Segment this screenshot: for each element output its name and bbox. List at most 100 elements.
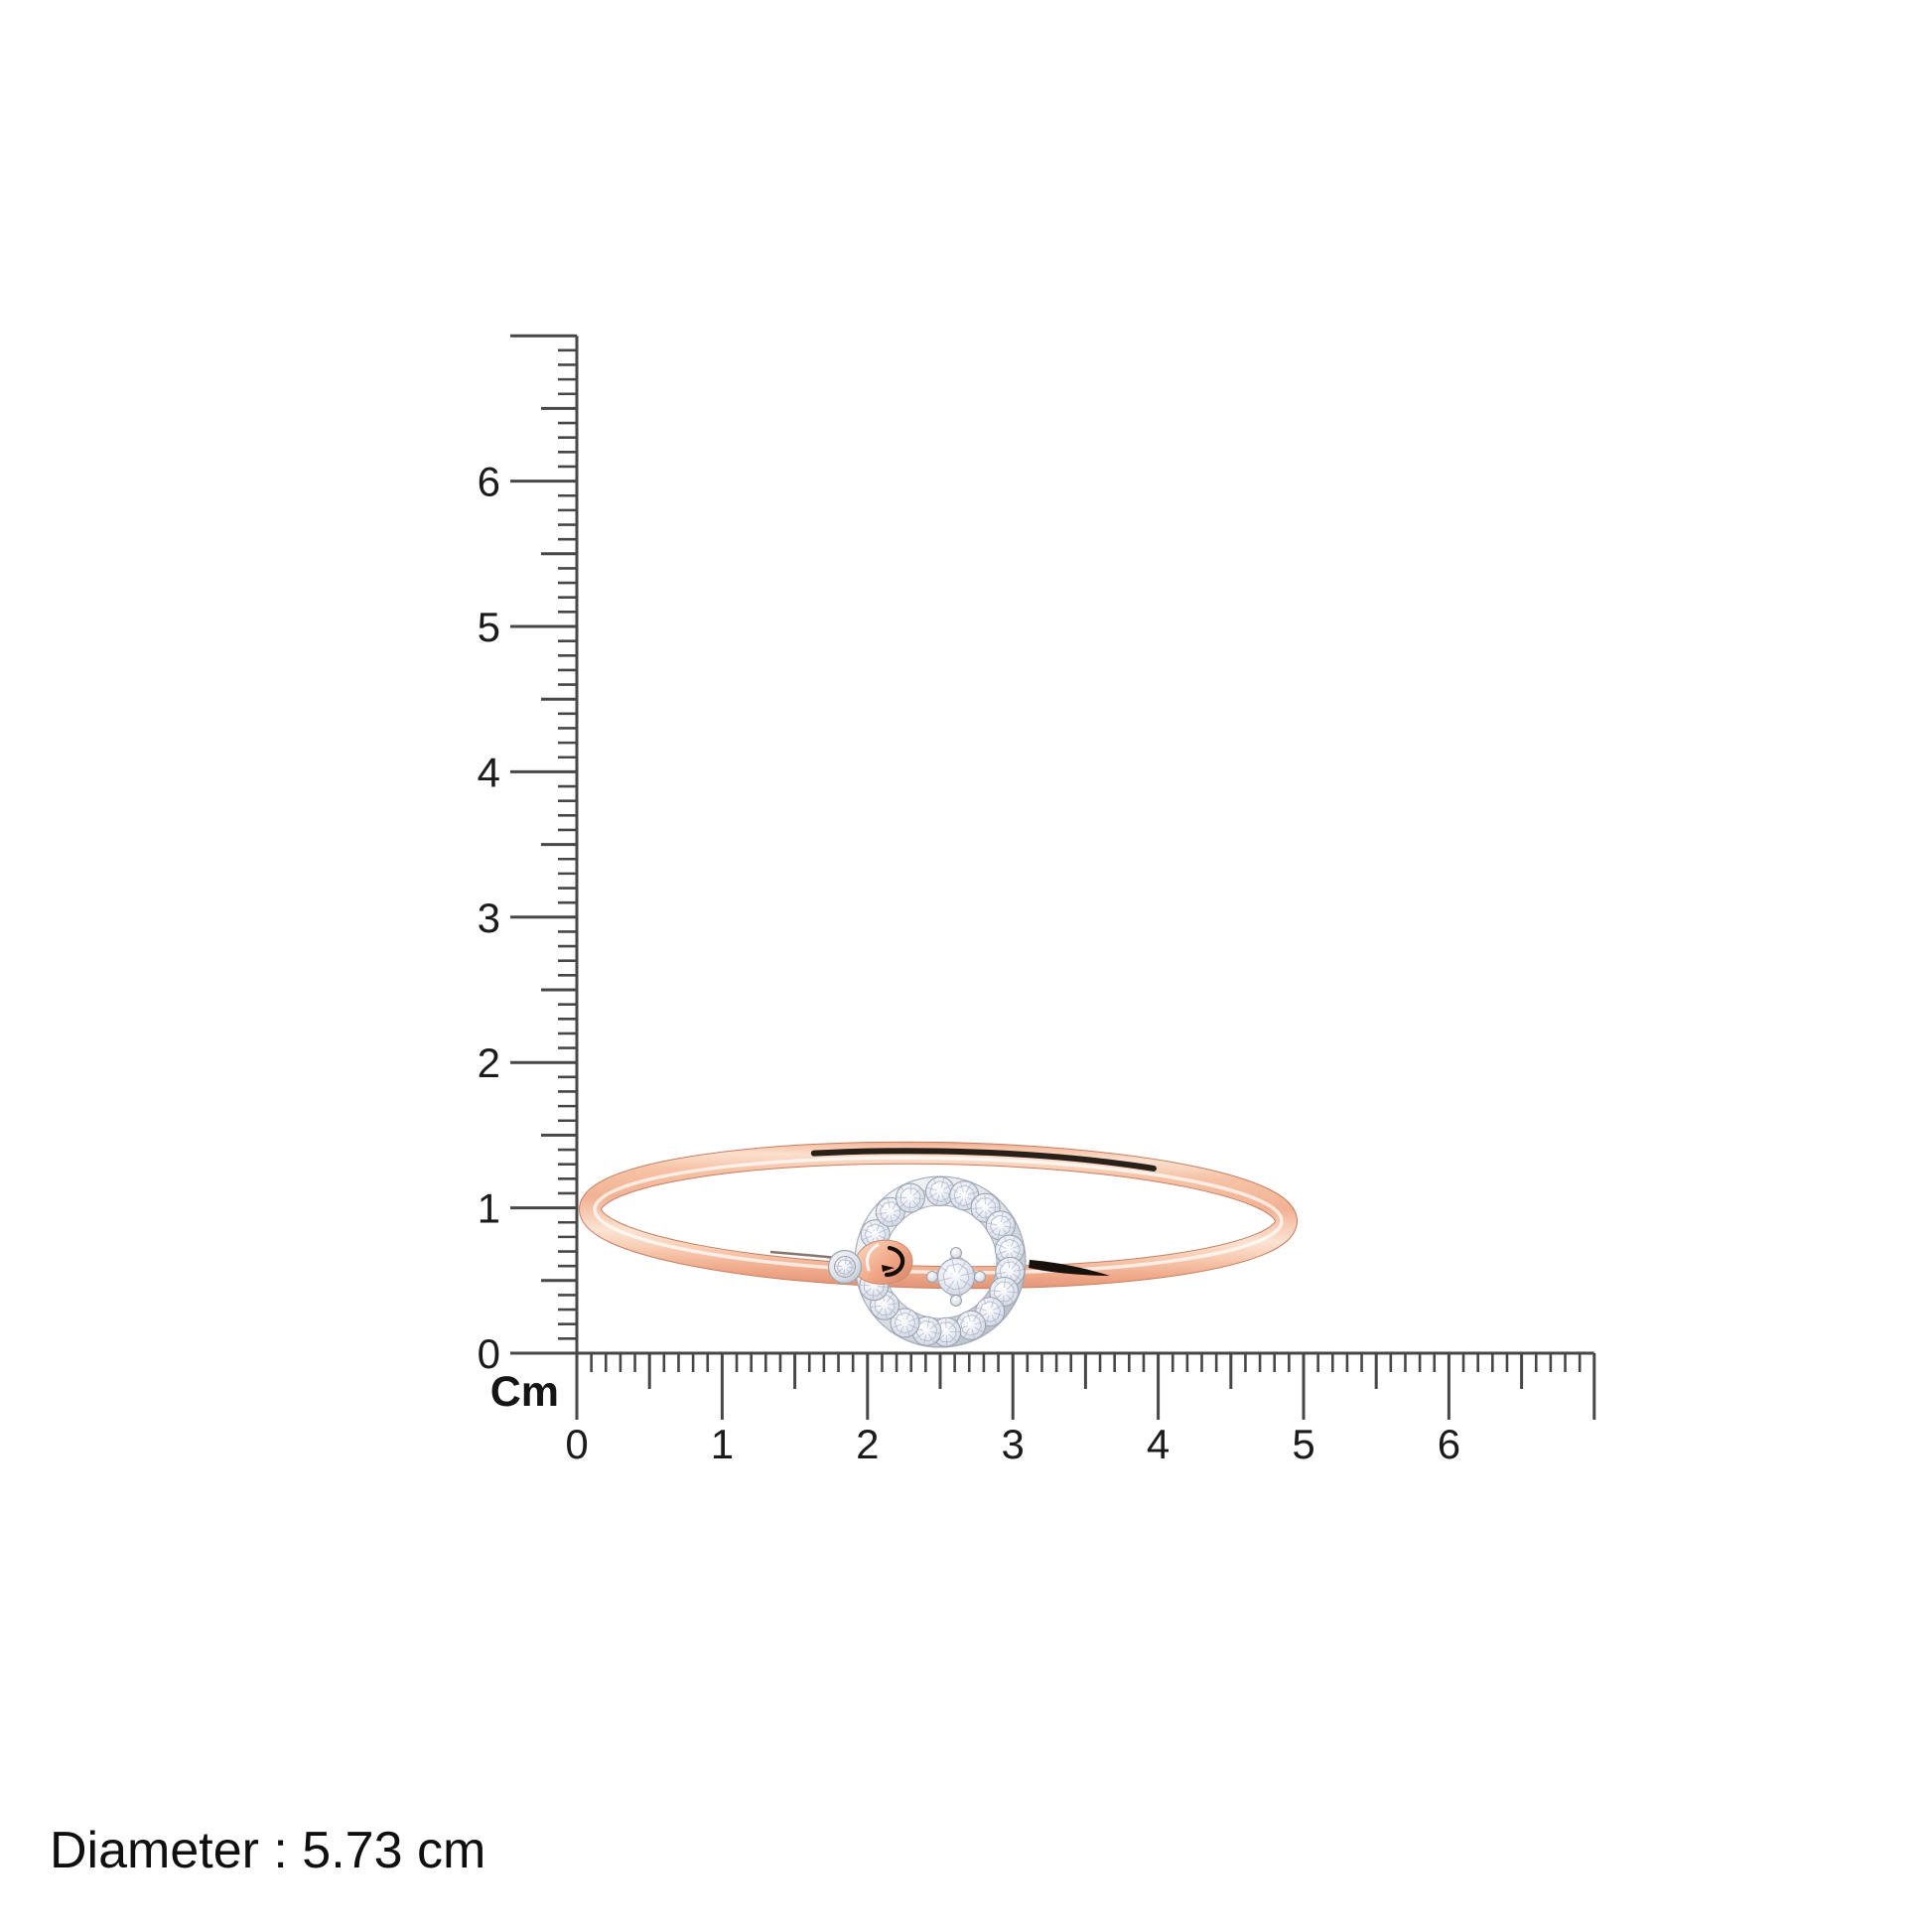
diamond-facet-line xyxy=(929,1322,939,1330)
pave-diamond xyxy=(890,1308,920,1338)
diamond-facet-line xyxy=(987,1222,998,1226)
diamond-facet-line xyxy=(990,1298,995,1309)
diamond-facet-line xyxy=(1004,1278,1006,1289)
diamond-facet-line xyxy=(1001,1211,1004,1222)
diamond-facet-line xyxy=(885,1309,888,1319)
diameter-caption: Diameter : 5.73 cm xyxy=(50,1822,486,1879)
diamond-facet-line xyxy=(912,1200,920,1209)
diamond-facets xyxy=(899,1187,921,1208)
diamond-sparkle xyxy=(1002,1241,1009,1248)
diamond-facet-line xyxy=(942,1183,953,1190)
diamond-facet-line xyxy=(912,1188,921,1196)
diamond-facet-line xyxy=(960,1272,974,1277)
diamond-facet-line xyxy=(974,1326,984,1333)
ruler-number: 2 xyxy=(856,1421,879,1467)
diamond-facet-line xyxy=(938,1277,952,1282)
diamond-facet-line xyxy=(878,1235,889,1240)
diamond-facet-line xyxy=(974,1320,985,1325)
diamond-facet-line xyxy=(877,1211,888,1215)
diamond-facet-line xyxy=(926,1186,937,1191)
hook-slot xyxy=(884,1245,905,1278)
diamond-facet-line xyxy=(909,1183,912,1195)
center-prong xyxy=(926,1271,938,1283)
diamond-facet-line xyxy=(847,1266,855,1269)
diamond-facet-line xyxy=(863,1288,872,1296)
diamond-sparkle xyxy=(983,1304,989,1310)
diamond-facet-line xyxy=(888,1303,898,1306)
diamond-facet-line xyxy=(899,1199,908,1208)
diamond-sparkle xyxy=(883,1204,890,1210)
diamond-facet-line xyxy=(1013,1250,1023,1256)
diamond-facets xyxy=(942,1263,970,1291)
diamond-facet-line xyxy=(989,1206,1000,1208)
diamond-facet-line xyxy=(960,1181,964,1192)
pave-diamond xyxy=(925,1176,955,1206)
diamond-facet-line xyxy=(948,1333,957,1342)
diamond-facet-line xyxy=(892,1316,902,1322)
diamond-facet-line xyxy=(998,1228,1001,1240)
diamond-facet-line xyxy=(964,1198,969,1209)
diamond-facet-line xyxy=(996,1272,1007,1275)
pave-diamond xyxy=(956,1310,987,1340)
diamond-facet-line xyxy=(882,1214,890,1224)
diamond-facet-line xyxy=(890,1215,894,1226)
diamond-facet-line xyxy=(907,1317,918,1322)
ruler-number: 6 xyxy=(1438,1421,1460,1467)
diamond-facet-line xyxy=(927,1192,938,1199)
diamond-facet-line xyxy=(860,1284,871,1287)
diamond-facet-line xyxy=(956,1281,961,1295)
diamond-sparkle xyxy=(897,1314,903,1321)
diamond-facet-line xyxy=(963,1327,970,1337)
diamond-facet-line xyxy=(993,1311,1004,1316)
ruler-number: 3 xyxy=(1002,1421,1025,1467)
diamond-facet-line xyxy=(926,1317,930,1328)
diamond-facet-line xyxy=(897,1196,907,1198)
hook-highlight xyxy=(865,1243,880,1272)
diamond-facet-line xyxy=(905,1310,911,1320)
diamond-facet-line xyxy=(1006,1282,1016,1290)
diamond-facet-line xyxy=(951,1259,956,1273)
diamond-facets xyxy=(999,1261,1021,1283)
diamond-facet-line xyxy=(989,1227,999,1234)
diamond-facet-line xyxy=(871,1305,882,1309)
diamond-facet-line xyxy=(958,1261,966,1274)
diamond-facet-line xyxy=(967,1311,971,1322)
diamond-facet-line xyxy=(913,1197,924,1199)
diamond-facet-line xyxy=(876,1221,882,1232)
diamond-facet-line xyxy=(1010,1236,1016,1247)
diamond-facet-line xyxy=(959,1279,972,1287)
diamond-sparkle xyxy=(978,1199,984,1206)
diamond-facets xyxy=(929,1180,951,1202)
diamond-facet-line xyxy=(1012,1260,1019,1270)
diamond-facet-line xyxy=(997,1243,1007,1249)
diamond-facet-line xyxy=(923,1334,927,1345)
diamond-facets xyxy=(953,1184,976,1207)
diamond-facet-line xyxy=(898,1325,904,1336)
diamond-facet-line xyxy=(1013,1269,1024,1272)
diamond-facet-line xyxy=(843,1269,846,1277)
diamond-sparkle xyxy=(947,1267,954,1274)
diamond-facet-line xyxy=(905,1325,910,1336)
diamond-facet-line xyxy=(1013,1244,1023,1249)
ruler-number: 1 xyxy=(711,1421,734,1467)
diamond-sparkle xyxy=(964,1317,970,1323)
diamond-facet-line xyxy=(1012,1273,1022,1281)
diamond-facet-line xyxy=(991,1314,998,1324)
ruler-number: 0 xyxy=(478,1330,500,1377)
diamond-facet-line xyxy=(984,1193,986,1205)
diamond-facet-line xyxy=(908,1201,911,1212)
diamond-facet-line xyxy=(836,1268,844,1274)
diamond-facet-line xyxy=(887,1307,897,1314)
diamond-facet-line xyxy=(846,1268,852,1276)
diamond-sparkle xyxy=(919,1323,925,1329)
diamond-facet-line xyxy=(862,1235,873,1241)
diamond-facet-line xyxy=(976,1210,984,1219)
diamond-facet-line xyxy=(1007,1258,1011,1269)
diamond-facets xyxy=(915,1319,938,1342)
ruler-unit-label: Cm xyxy=(489,1368,559,1416)
center-prong xyxy=(974,1271,986,1283)
diamond-facets xyxy=(960,1314,982,1336)
diamond-facet-line xyxy=(990,1290,1001,1293)
